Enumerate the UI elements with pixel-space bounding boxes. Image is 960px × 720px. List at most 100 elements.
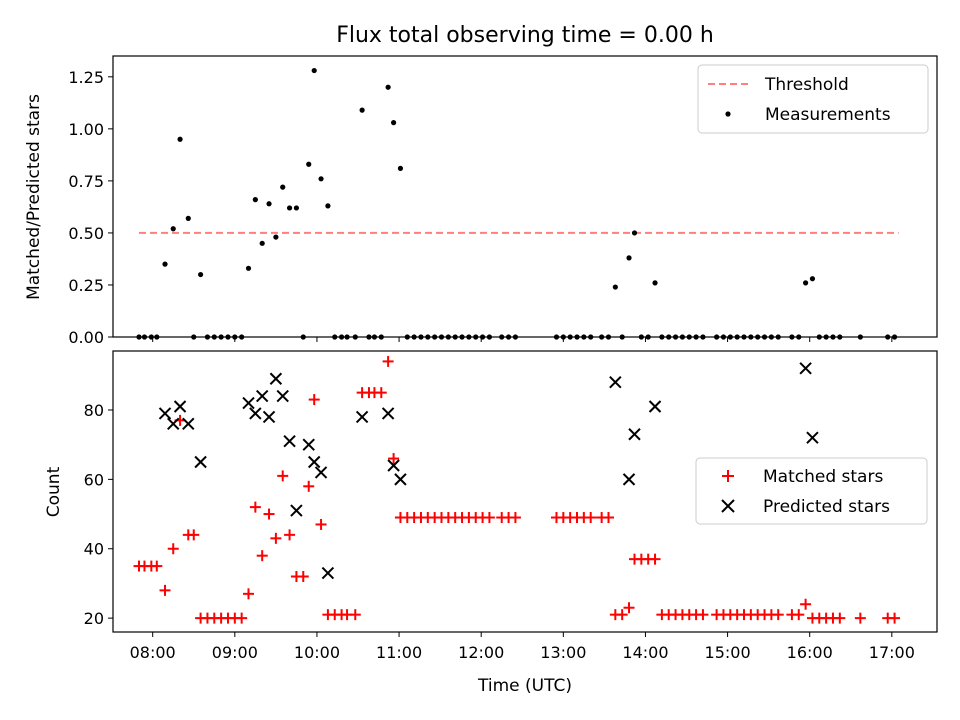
matched-star-point — [256, 550, 268, 562]
predicted-star-point — [255, 389, 269, 403]
matched-star-point — [315, 518, 327, 530]
matched-star-point — [236, 612, 248, 624]
matched-star-point — [297, 570, 309, 582]
matched-legend-label: Matched stars — [763, 467, 883, 487]
predicted-star-point — [314, 466, 328, 479]
bottom-y-tick-label: 20 — [84, 609, 104, 628]
measurement-point — [809, 276, 816, 282]
top-panel: Flux total observing time = 0.00 h Match… — [24, 23, 938, 347]
matched-legend-swatch — [722, 470, 734, 482]
predicted-star-point — [242, 396, 255, 410]
predicted-legend-label: Predicted stars — [763, 497, 890, 517]
measurement-point — [170, 226, 176, 232]
bottom-plot-area: 08:00 09:00 10:00 11:00 12:00 13:00 14:00 15:00… — [84, 355, 915, 662]
matched-star-point — [382, 355, 394, 367]
matched-star-point — [793, 609, 805, 621]
bottom-legend: Matched stars Predicted stars — [695, 457, 928, 525]
matched-star-point — [151, 560, 163, 572]
top-plot-area: 0.00 0.25 0.50 0.75 1.00 1.25 — [68, 67, 899, 347]
matched-star-point — [303, 480, 315, 492]
matched-star-point — [263, 508, 275, 520]
predicted-star-point — [355, 410, 369, 424]
matched-star-point — [834, 612, 846, 624]
matched-star-point — [889, 612, 901, 624]
bottom-y-axis-label: Count — [44, 466, 64, 517]
measurement-point — [177, 136, 183, 142]
predicted-star-point — [167, 417, 180, 431]
matched-star-point — [159, 584, 171, 596]
x-tick-label: 16:00 — [787, 643, 833, 662]
matched-star-point — [249, 501, 261, 513]
predicted-star-point — [290, 504, 303, 517]
predicted-star-point — [321, 566, 335, 580]
predicted-star-point — [622, 473, 636, 486]
measurement-point — [185, 215, 191, 221]
predicted-star-point — [283, 434, 296, 448]
measurement-point — [245, 265, 252, 271]
predicted-star-point — [173, 400, 187, 413]
predicted-star-point — [276, 389, 289, 403]
predicted-star-point — [648, 400, 662, 413]
measurement-point — [318, 176, 324, 182]
matched-star-point — [167, 543, 179, 555]
measurement-point — [252, 197, 258, 203]
predicted-star-point — [387, 459, 400, 472]
measurements-legend-label: Measurements — [765, 105, 891, 125]
predicted-legend-swatch — [721, 499, 735, 513]
measurement-point — [652, 280, 658, 286]
top-legend: Threshold Measurements — [697, 64, 929, 134]
matched-star-point — [483, 512, 495, 524]
matched-star-point — [308, 394, 320, 406]
matched-star-point — [243, 588, 255, 600]
matched-star-point — [616, 609, 628, 621]
measurement-point — [162, 261, 168, 267]
measurement-point — [631, 230, 638, 236]
x-tick-label: 10:00 — [294, 643, 340, 662]
predicted-star-point — [269, 372, 283, 385]
matched-star-point — [277, 470, 289, 482]
matched-star-point — [509, 512, 521, 524]
top-y-tick-label: 0.25 — [68, 276, 104, 295]
predicted-star-point — [628, 428, 641, 441]
matched-star-point — [649, 553, 661, 565]
measurement-point — [311, 67, 317, 74]
matched-star-point — [623, 602, 635, 614]
predicted-star-point — [609, 376, 622, 389]
measurement-point — [802, 280, 809, 286]
measurement-point — [293, 205, 300, 211]
measurement-point — [280, 184, 286, 190]
matched-star-point — [697, 609, 709, 621]
threshold-legend-label: Threshold — [764, 75, 849, 95]
predicted-star-point — [182, 417, 195, 431]
measurement-point — [306, 161, 312, 167]
predicted-star-point — [308, 455, 321, 469]
bottom-panel: Count Time (UTC) 08:00 09:00 10:00 11:00 12:… — [44, 350, 938, 696]
bottom-y-tick-label: 80 — [84, 401, 104, 420]
x-tick-label: 11:00 — [376, 643, 422, 662]
matched-star-point — [375, 387, 387, 399]
predicted-star-point — [194, 455, 207, 469]
predicted-star-point — [806, 431, 819, 444]
measurements-legend-swatch — [725, 111, 731, 117]
x-tick-label: 08:00 — [130, 643, 176, 662]
measurement-point — [612, 284, 618, 290]
top-y-tick-label: 0.00 — [68, 328, 104, 347]
x-tick-label: 12:00 — [458, 643, 504, 662]
measurement-point — [266, 201, 272, 207]
bottom-legend-box — [695, 457, 928, 525]
matched-star-point — [585, 512, 597, 524]
x-tick-label: 13:00 — [540, 643, 586, 662]
top-plot-frame — [112, 55, 938, 338]
chart-title: Flux total observing time = 0.00 h — [336, 23, 714, 48]
measurement-point — [286, 205, 293, 211]
predicted-star-point — [249, 407, 262, 420]
x-tick-label: 15:00 — [705, 643, 751, 662]
matched-star-point — [284, 529, 296, 541]
matched-star-point — [800, 598, 812, 610]
measurement-point — [273, 234, 279, 240]
matched-star-point — [388, 453, 400, 465]
predicted-star-point — [799, 362, 812, 375]
bottom-y-tick-label: 60 — [84, 470, 104, 489]
measurement-point — [359, 107, 365, 113]
